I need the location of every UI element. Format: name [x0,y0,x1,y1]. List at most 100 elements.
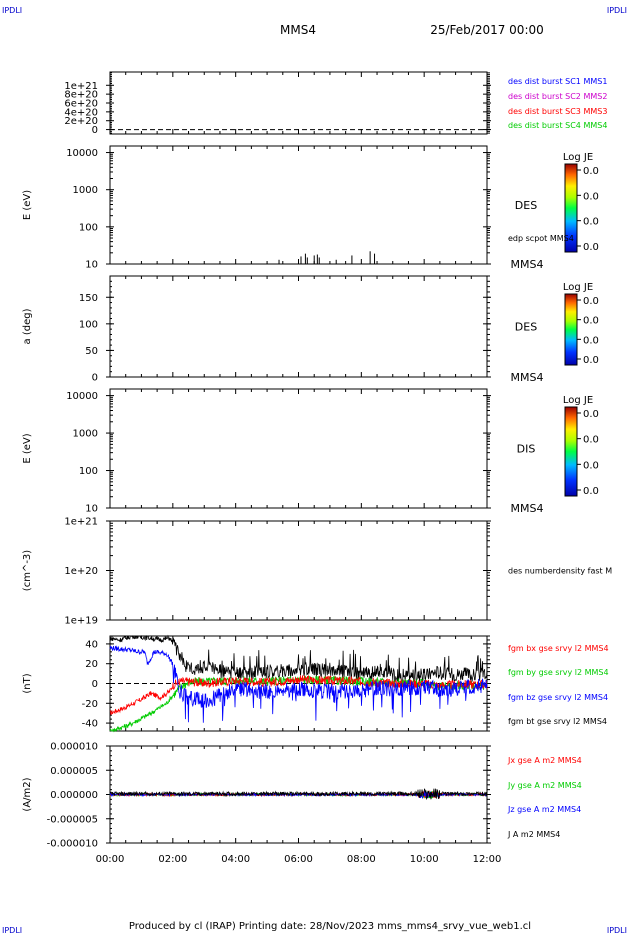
y-tick-label: 1e+21 [64,81,98,92]
x-tick-label: 06:00 [284,854,313,865]
x-tick-label: 02:00 [158,854,187,865]
colorbar-tick-label: 0.0 [583,242,599,253]
series-bt-line [109,634,488,683]
panel-current: -0.000010 -0.000005 0.000000 0.000005 0.0000… [22,742,582,866]
instrument-label: DES [515,199,537,212]
spacecraft-label: MMS4 [511,371,544,384]
y-tick-label: 0 [92,679,98,690]
legend-entry: J A m2 MMS4 [507,830,560,839]
legend-entry: des dist burst SC3 MMS3 [508,107,607,116]
legend-entry: Jx gse A m2 MMS4 [507,756,582,765]
corner-label-bottom-right: IPDLI [607,926,627,934]
overlay-legend: edp scpot MMS4 [508,234,574,243]
colorbar [564,163,578,253]
plot-frame [109,388,488,509]
colorbar-tick-label: 0.0 [583,409,599,420]
y-axis-label: (A/m2) [22,777,33,811]
panel-fgm: -40 -20 0 20 40 (nT) fgm bx gse srvy l2 MMS4 fg… [22,634,609,733]
y-axis-label: (cm^-3) [22,550,33,591]
y-tick-label: 20 [85,659,98,670]
legend-entry: fgm bx gse srvy l2 MMS4 [508,644,609,653]
colorbar-title: Log JE [563,282,593,293]
y-tick-label: 0 [92,125,98,136]
panel-des-pitch: 0 50 100 150 a (deg) DES MMS4 Log JE 0.0 0.0 0.0 0.… [22,275,599,384]
y-tick-label: 2e+20 [64,116,98,127]
corner-label-bottom-left: IPDLI [2,926,22,934]
colorbar-title: Log JE [563,152,593,163]
plot-frame [109,71,488,135]
y-tick-label: 50 [85,346,98,357]
y-tick-label: 0.000010 [50,742,98,753]
spacecraft-label: MMS4 [511,502,544,515]
corner-label-top-left: IPDLI [2,6,22,15]
colorbar [564,406,578,497]
legend-entry: des dist burst SC4 MMS4 [508,121,607,130]
colorbar [564,293,578,366]
footer-text: Produced by cl (IRAP) Printing date: 28/… [129,921,531,932]
y-tick-label: 40 [85,639,98,650]
legend-entry: fgm bt gse srvy l2 MMS4 [508,717,607,726]
y-axis-label: E (eV) [22,190,33,220]
y-tick-label: 1e+21 [64,517,98,528]
y-tick-label: -20 [82,699,98,710]
y-tick-label: 150 [79,293,98,304]
colorbar-tick-label: 0.0 [583,335,599,346]
colorbar-tick-label: 0.0 [583,166,599,177]
colorbar-title: Log JE [563,395,593,406]
y-tick-label: 10000 [66,391,98,402]
y-axis-label: (nT) [22,673,33,693]
current-line [109,788,488,801]
y-tick-label: 1000 [73,185,98,196]
legend-entry: fgm by gse srvy l2 MMS4 [508,668,609,677]
y-tick-label: 1000 [73,429,98,440]
y-tick-label: 10 [85,504,98,515]
y-tick-label: -40 [82,719,98,730]
x-tick-label: 12:00 [473,854,502,865]
colorbar-tick-label: 0.0 [583,460,599,471]
y-tick-label: 10 [85,260,98,271]
y-tick-label: 100 [79,319,98,330]
plot-frame [109,520,488,621]
panel-des-energy: 10 100 1000 10000 E (eV) DES MMS4 Log JE 0.0 0.0 0… [22,145,599,271]
colorbar-tick-label: 0.0 [583,296,599,307]
instrument-label: DIS [517,443,536,456]
y-tick-label: 0.000005 [50,766,98,777]
colorbar-tick-label: 0.0 [583,217,599,228]
plot-frame [109,275,488,378]
colorbar-tick-label: 0.0 [583,435,599,446]
y-axis-label: a (deg) [22,308,33,344]
colorbar-tick-label: 0.0 [583,486,599,497]
y-tick-label: 4e+20 [64,107,98,118]
y-tick-label: 6e+20 [64,99,98,110]
y-tick-label: -0.000005 [47,814,98,825]
instrument-label: DES [515,321,537,334]
colorbar-tick-label: 0.0 [583,355,599,366]
y-tick-label: 0.000000 [50,790,98,801]
y-tick-label: 8e+20 [64,90,98,101]
spacecraft-label: MMS4 [511,258,544,271]
colorbar-tick-label: 0.0 [583,191,599,202]
y-tick-label: 100 [79,466,98,477]
colorbar-tick-label: 0.0 [583,316,599,327]
x-tick-label: 00:00 [96,854,125,865]
y-tick-label: 10000 [66,148,98,159]
legend-entry: des dist burst SC1 MMS1 [508,77,607,86]
x-tick-label: 04:00 [221,854,250,865]
y-tick-label: 1e+19 [64,616,98,627]
y-tick-label: 0 [92,373,98,384]
legend-entry: des dist burst SC2 MMS2 [508,92,607,101]
legend-entry: des numberdensity fast M [508,567,612,576]
corner-label-top-right: IPDLI [607,6,627,15]
legend-entry: fgm bz gse srvy l2 MMS4 [508,693,608,702]
panel-dis-energy: 10 100 1000 10000 E (eV) DIS MMS4 Log JE 0.0 0.0 0… [22,388,599,515]
y-tick-label: -0.000010 [47,839,98,850]
x-tick-label: 10:00 [410,854,439,865]
mission-title: MMS4 [280,23,316,37]
y-tick-label: 100 [79,222,98,233]
x-tick-label: 08:00 [347,854,376,865]
plot-frame [109,145,488,265]
y-tick-label: 1e+20 [64,566,98,577]
legend-entry: Jy gse A m2 MMS4 [507,781,582,790]
